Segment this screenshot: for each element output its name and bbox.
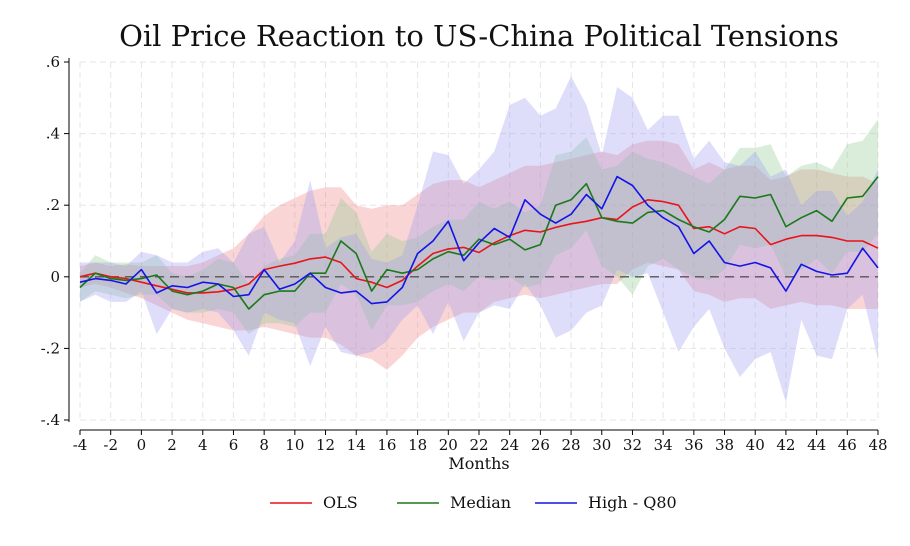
y-axis-ticks: -.4 -.2 0 .2 .4 .6 xyxy=(41,53,69,429)
y-tick-label: 0 xyxy=(50,268,60,286)
x-tick-label: 14 xyxy=(347,436,366,454)
series-line-high-q80 xyxy=(79,175,879,305)
x-tick-label: 36 xyxy=(684,436,703,454)
x-tick-label: 34 xyxy=(654,436,673,454)
x-tick-label: 4 xyxy=(198,436,208,454)
x-tick-label: 46 xyxy=(838,436,857,454)
x-tick-label: 20 xyxy=(439,436,458,454)
x-axis-ticks: -4 -2 0 2 4 6 8 10 12 14 16 18 20 22 24 26 28 30 32 34 36 38 4… xyxy=(73,430,888,454)
y-tick-label: .2 xyxy=(46,196,60,214)
x-tick-label: 42 xyxy=(776,436,795,454)
x-tick-label: -2 xyxy=(103,436,118,454)
x-tick-label: 16 xyxy=(377,436,396,454)
chart-title: Oil Price Reaction to US-China Political… xyxy=(119,19,839,53)
x-tick-label: -4 xyxy=(73,436,88,454)
x-tick-label: 6 xyxy=(229,436,239,454)
legend-label-median: Median xyxy=(450,493,511,512)
x-tick-label: 10 xyxy=(285,436,304,454)
x-axis-label: Months xyxy=(448,454,509,473)
x-tick-label: 2 xyxy=(167,436,177,454)
confidence-band-ols xyxy=(80,140,878,370)
x-tick-label: 30 xyxy=(592,436,611,454)
y-tick-label: .4 xyxy=(46,125,60,143)
x-tick-label: 8 xyxy=(259,436,269,454)
x-tick-label: 22 xyxy=(469,436,488,454)
x-tick-label: 38 xyxy=(715,436,734,454)
series-line-median xyxy=(79,176,879,310)
legend-label-high-q80: High - Q80 xyxy=(588,493,677,512)
series-line-ols xyxy=(79,199,879,294)
confidence-band-median xyxy=(80,119,878,335)
x-tick-label: 32 xyxy=(623,436,642,454)
x-tick-label: 24 xyxy=(500,436,519,454)
series-lines xyxy=(79,175,879,310)
y-tick-label: .6 xyxy=(46,53,60,71)
x-tick-label: 48 xyxy=(868,436,887,454)
x-tick-label: 0 xyxy=(137,436,147,454)
legend: OLS Median High - Q80 xyxy=(270,493,677,512)
x-tick-label: 40 xyxy=(746,436,765,454)
y-tick-label: -.2 xyxy=(41,339,60,357)
legend-label-ols: OLS xyxy=(323,493,358,512)
x-tick-label: 18 xyxy=(408,436,427,454)
y-tick-label: -.4 xyxy=(41,411,60,429)
x-tick-label: 12 xyxy=(316,436,335,454)
x-tick-label: 44 xyxy=(807,436,826,454)
x-tick-label: 26 xyxy=(531,436,550,454)
x-tick-label: 28 xyxy=(562,436,581,454)
